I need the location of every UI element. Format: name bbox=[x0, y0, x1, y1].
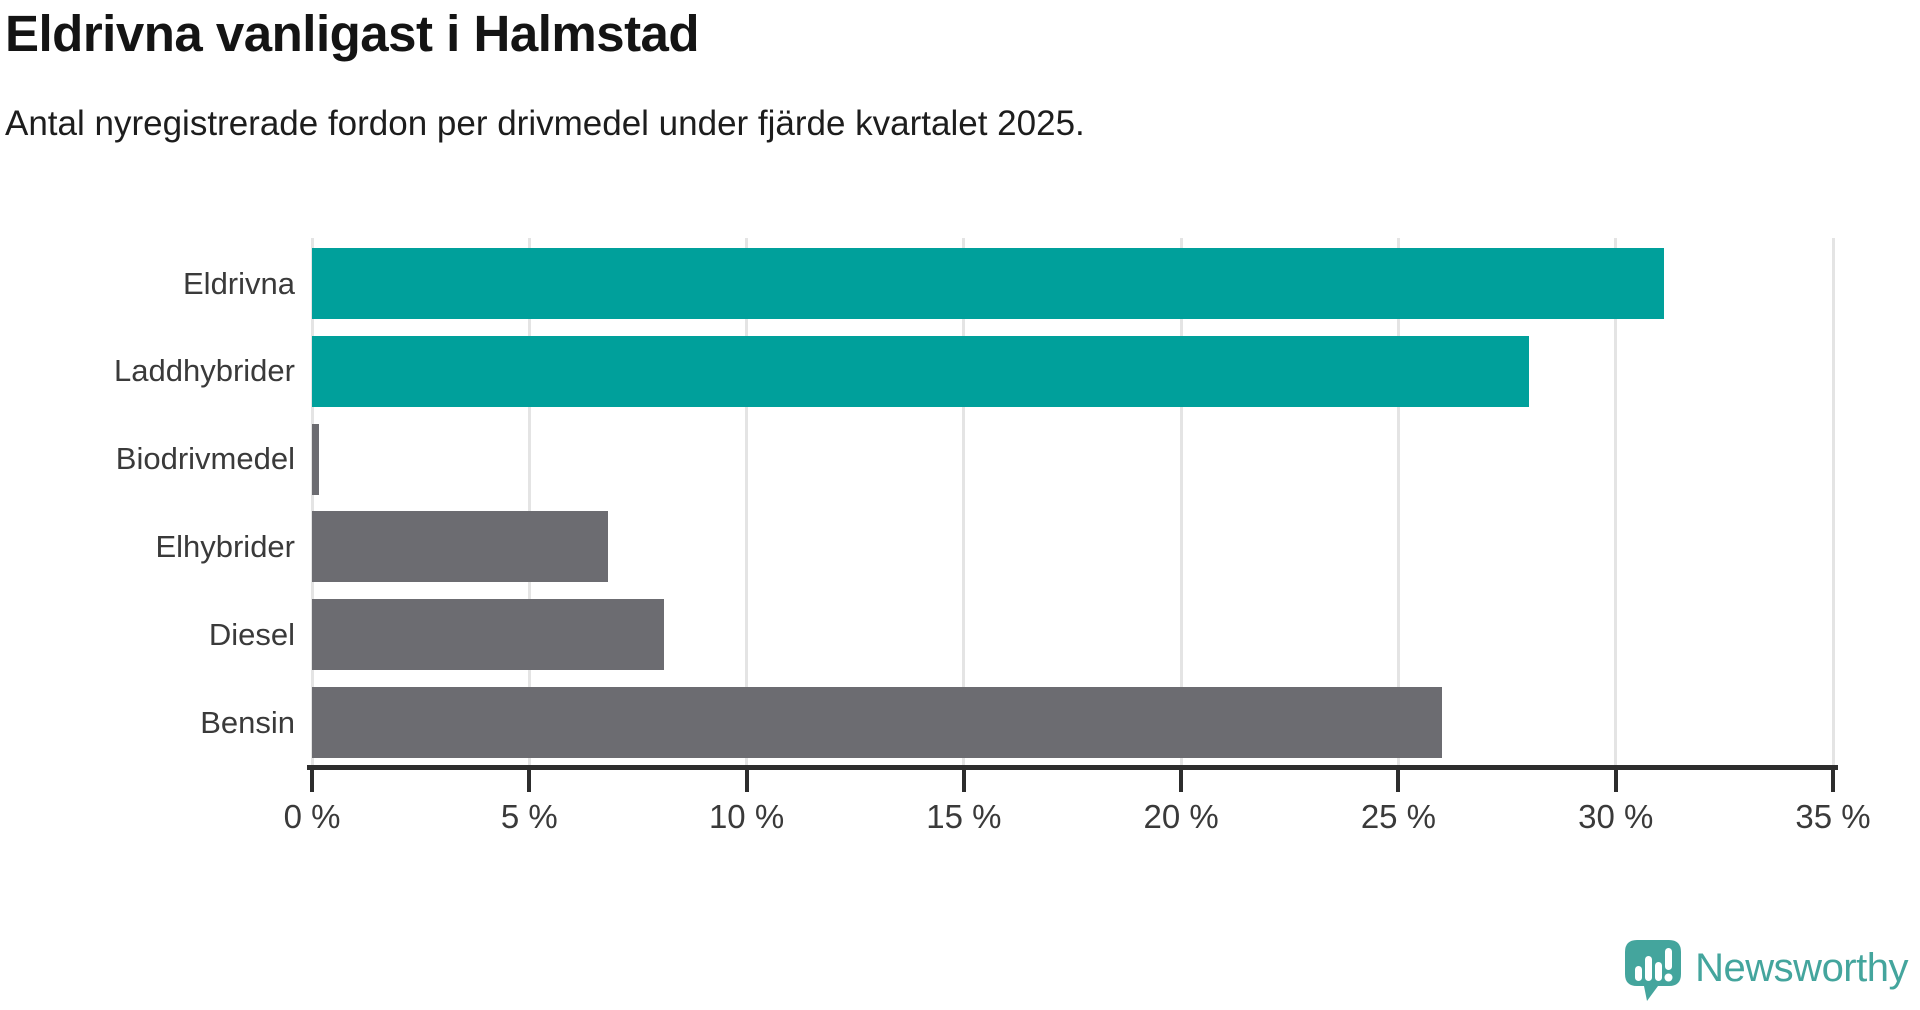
x-axis-tick bbox=[1613, 765, 1618, 792]
bar-elhybrider bbox=[312, 511, 608, 583]
bar-diesel bbox=[312, 599, 664, 671]
gridline bbox=[527, 238, 531, 765]
x-axis-tick bbox=[1396, 765, 1401, 792]
bar-eldrivna bbox=[312, 248, 1664, 319]
category-label: Diesel bbox=[208, 616, 295, 652]
x-axis-tick bbox=[1831, 765, 1835, 792]
gridline bbox=[1396, 238, 1400, 765]
chart-subtitle: Antal nyregistrerade fordon per drivmede… bbox=[5, 104, 1085, 143]
category-label: Elhybrider bbox=[155, 528, 295, 564]
x-axis-tick bbox=[527, 765, 532, 792]
bar-laddhybrider bbox=[312, 335, 1529, 407]
category-label: Laddhybrider bbox=[114, 353, 295, 389]
brand-footer: Newsworthy bbox=[1625, 940, 1908, 1002]
bar-bensin bbox=[312, 687, 1442, 758]
x-tick-label: 0 % bbox=[283, 798, 341, 835]
x-axis-line bbox=[307, 765, 1838, 770]
x-axis-tick bbox=[961, 765, 966, 792]
x-tick-label: 30 % bbox=[1578, 798, 1654, 835]
category-label: Biodrivmedel bbox=[115, 441, 295, 477]
x-axis-tick bbox=[310, 765, 314, 792]
gridline bbox=[1831, 238, 1835, 765]
category-label: Bensin bbox=[200, 704, 295, 740]
x-tick-label: 25 % bbox=[1360, 798, 1437, 835]
x-tick-label: 5 % bbox=[500, 798, 558, 835]
gridline bbox=[745, 238, 749, 765]
gridline bbox=[1614, 238, 1618, 765]
brand-name: Newsworthy bbox=[1695, 945, 1908, 990]
chart-title: Eldrivna vanligast i Halmstad bbox=[5, 5, 700, 62]
newsworthy-logo-icon bbox=[1625, 940, 1682, 1001]
x-tick-label: 15 % bbox=[926, 798, 1002, 835]
bar-biodrivmedel bbox=[312, 423, 319, 495]
x-axis-tick bbox=[1179, 765, 1184, 792]
x-axis-tick bbox=[744, 765, 749, 792]
gridline bbox=[962, 238, 966, 765]
gridline bbox=[310, 238, 314, 765]
category-label: Eldrivna bbox=[183, 265, 295, 301]
x-tick-label: 20 % bbox=[1143, 798, 1219, 835]
x-tick-label: 10 % bbox=[708, 798, 785, 835]
x-tick-label: 35 % bbox=[1795, 798, 1871, 835]
gridline bbox=[1179, 238, 1183, 765]
